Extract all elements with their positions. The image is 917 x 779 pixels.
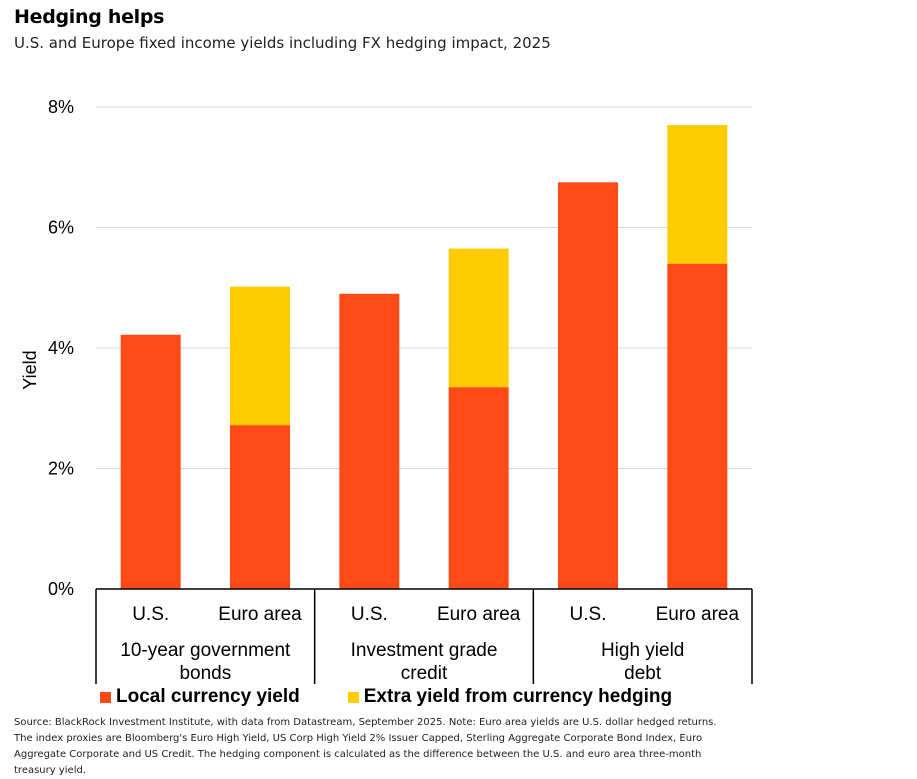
bar-local-yield	[558, 182, 618, 589]
source-note: Source: BlackRock Investment Institute, …	[14, 717, 717, 776]
x-tick-label: U.S.	[351, 604, 388, 625]
y-tick-label: 8%	[48, 97, 74, 117]
legend-item-local: Local currency yield	[100, 686, 300, 708]
group-label: bonds	[179, 663, 231, 684]
bar-local-yield	[230, 425, 290, 589]
y-tick-label: 2%	[48, 459, 74, 479]
chart-title: Hedging helps	[14, 6, 165, 28]
bar-local-yield	[448, 387, 509, 589]
group-label: credit	[401, 663, 448, 684]
y-axis-label: Yield	[20, 350, 40, 389]
bar-local-yield	[120, 334, 181, 589]
legend-swatch-local	[100, 691, 111, 703]
x-tick-label: U.S.	[132, 604, 169, 625]
legend-label-local: Local currency yield	[116, 686, 300, 707]
y-tick-label: 6%	[48, 218, 74, 238]
bar-hedge-yield	[667, 125, 728, 264]
legend-swatch-hedge	[347, 691, 359, 703]
group-label: 10-year government	[120, 640, 291, 661]
bar-hedge-yield	[230, 286, 290, 426]
bar-hedge-yield	[448, 248, 509, 388]
y-tick-label: 4%	[48, 338, 74, 358]
group-label: Investment grade	[351, 640, 498, 661]
group-label: High yield	[601, 640, 684, 661]
bar-local-yield	[339, 293, 400, 589]
chart-subtitle: U.S. and Europe fixed income yields incl…	[14, 34, 551, 52]
legend-item-hedge: Extra yield from currency hedging	[347, 686, 673, 708]
x-tick-label: Euro area	[218, 604, 302, 625]
x-tick-label: Euro area	[437, 604, 521, 625]
x-tick-label: U.S.	[570, 604, 607, 625]
legend-label-hedge: Extra yield from currency hedging	[363, 686, 673, 707]
legend: Local currency yield Extra yield from cu…	[100, 686, 672, 708]
y-tick-label: 0%	[48, 579, 74, 599]
group-label: debt	[624, 663, 662, 684]
bar-local-yield	[667, 263, 728, 589]
x-tick-label: Euro area	[656, 604, 740, 625]
